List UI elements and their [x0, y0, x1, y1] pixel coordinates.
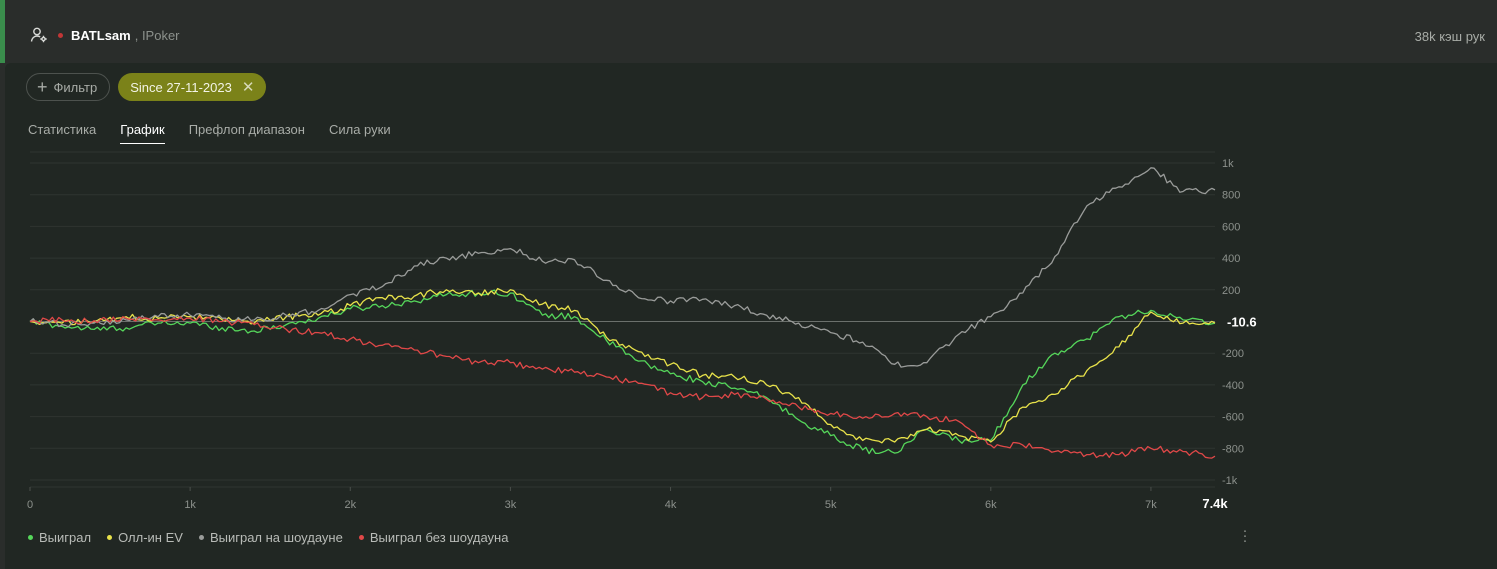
y-tick-label: 400	[1222, 253, 1240, 265]
room-name: , IPoker	[134, 27, 180, 43]
y-tick-label: 1k	[1222, 158, 1234, 170]
plus-icon: +	[37, 77, 48, 97]
x-tick-label: 2k	[344, 499, 356, 511]
series-line-3	[29, 315, 1216, 459]
chip-label: Since 27-11-2023	[130, 79, 232, 95]
x-tick-label: 5k	[825, 499, 837, 511]
end-value-label: -10.6	[1227, 315, 1257, 330]
content-panel	[5, 63, 1497, 569]
x-tick-label: 6k	[985, 499, 997, 511]
y-tick-label: -600	[1222, 412, 1244, 424]
y-tick-label: 800	[1222, 190, 1240, 202]
legend-dot-nonshowdown	[358, 535, 364, 540]
legend-item-ev[interactable]: Олл-ин EV	[107, 530, 183, 545]
series-line-1	[29, 287, 1216, 444]
player-name[interactable]: BATLsam	[71, 27, 131, 43]
x-tick-label: 4k	[665, 499, 677, 511]
chart-series	[29, 167, 1216, 459]
y-tick-label: 600	[1222, 221, 1240, 233]
player-header: BATLsam , IPoker	[30, 25, 180, 45]
filter-label: Фильтр	[53, 79, 98, 95]
y-tick-label: -400	[1222, 380, 1244, 392]
legend-item-showdown[interactable]: Выиграл на шоудауне	[198, 530, 343, 545]
x-tick-label: 3k	[505, 499, 517, 511]
hands-summary: 38k кэш рук	[1414, 29, 1485, 44]
x-tick-label: 0	[27, 499, 33, 511]
series-line-2	[29, 167, 1216, 368]
legend-item-won[interactable]: Выиграл	[28, 530, 91, 545]
chart-grid	[29, 151, 1215, 491]
x-tick-label: 7k	[1145, 499, 1157, 511]
tab-graph[interactable]: График	[120, 122, 165, 144]
legend-label-ev: Олл-ин EV	[118, 530, 183, 545]
y-tick-label: -1k	[1222, 475, 1238, 487]
legend-item-nonshowdown[interactable]: Выиграл без шоудауна	[358, 530, 509, 545]
y-tick-label: -200	[1222, 348, 1244, 360]
series-line-0	[29, 289, 1216, 455]
y-tick-label: 200	[1222, 285, 1240, 297]
x-tick-label: 1k	[184, 499, 196, 511]
legend-label-showdown: Выиграл на шоудауне	[209, 530, 343, 545]
close-icon[interactable]: ✕	[241, 79, 255, 96]
add-filter-button[interactable]: + Фильтр	[26, 73, 111, 101]
tab-bar: Статистика График Префлоп диапазон Сила …	[28, 122, 391, 144]
chart-legend: Выиграл Олл-ин EV Выиграл на шоудауне Вы…	[28, 530, 508, 545]
tab-preflop-range[interactable]: Префлоп диапазон	[188, 122, 305, 137]
y-tick-label: -800	[1222, 443, 1244, 455]
user-settings-icon[interactable]	[30, 26, 48, 44]
legend-dot-won	[28, 535, 33, 540]
status-dot	[58, 32, 63, 38]
more-options-icon[interactable]: · · ·	[1242, 522, 1248, 549]
filter-bar: + Фильтр Since 27-11-2023 ✕	[26, 73, 267, 101]
legend-label-won: Выиграл	[39, 530, 92, 545]
left-accent-bar	[0, 0, 5, 63]
tab-hand-strength[interactable]: Сила руки	[328, 122, 391, 137]
legend-dot-showdown	[198, 535, 204, 540]
date-filter-chip[interactable]: Since 27-11-2023 ✕	[118, 73, 267, 101]
x-end-label: 7.4k	[1202, 496, 1228, 511]
tab-statistics[interactable]: Статистика	[28, 122, 97, 137]
legend-dot-ev	[107, 535, 113, 540]
legend-label-nonshowdown: Выиграл без шоудауна	[369, 530, 509, 545]
chart-axis-labels: 1k 800 600 400 200 -200 -400 -600 -800 -1k 0 1k 2k 3k…	[27, 158, 1257, 511]
